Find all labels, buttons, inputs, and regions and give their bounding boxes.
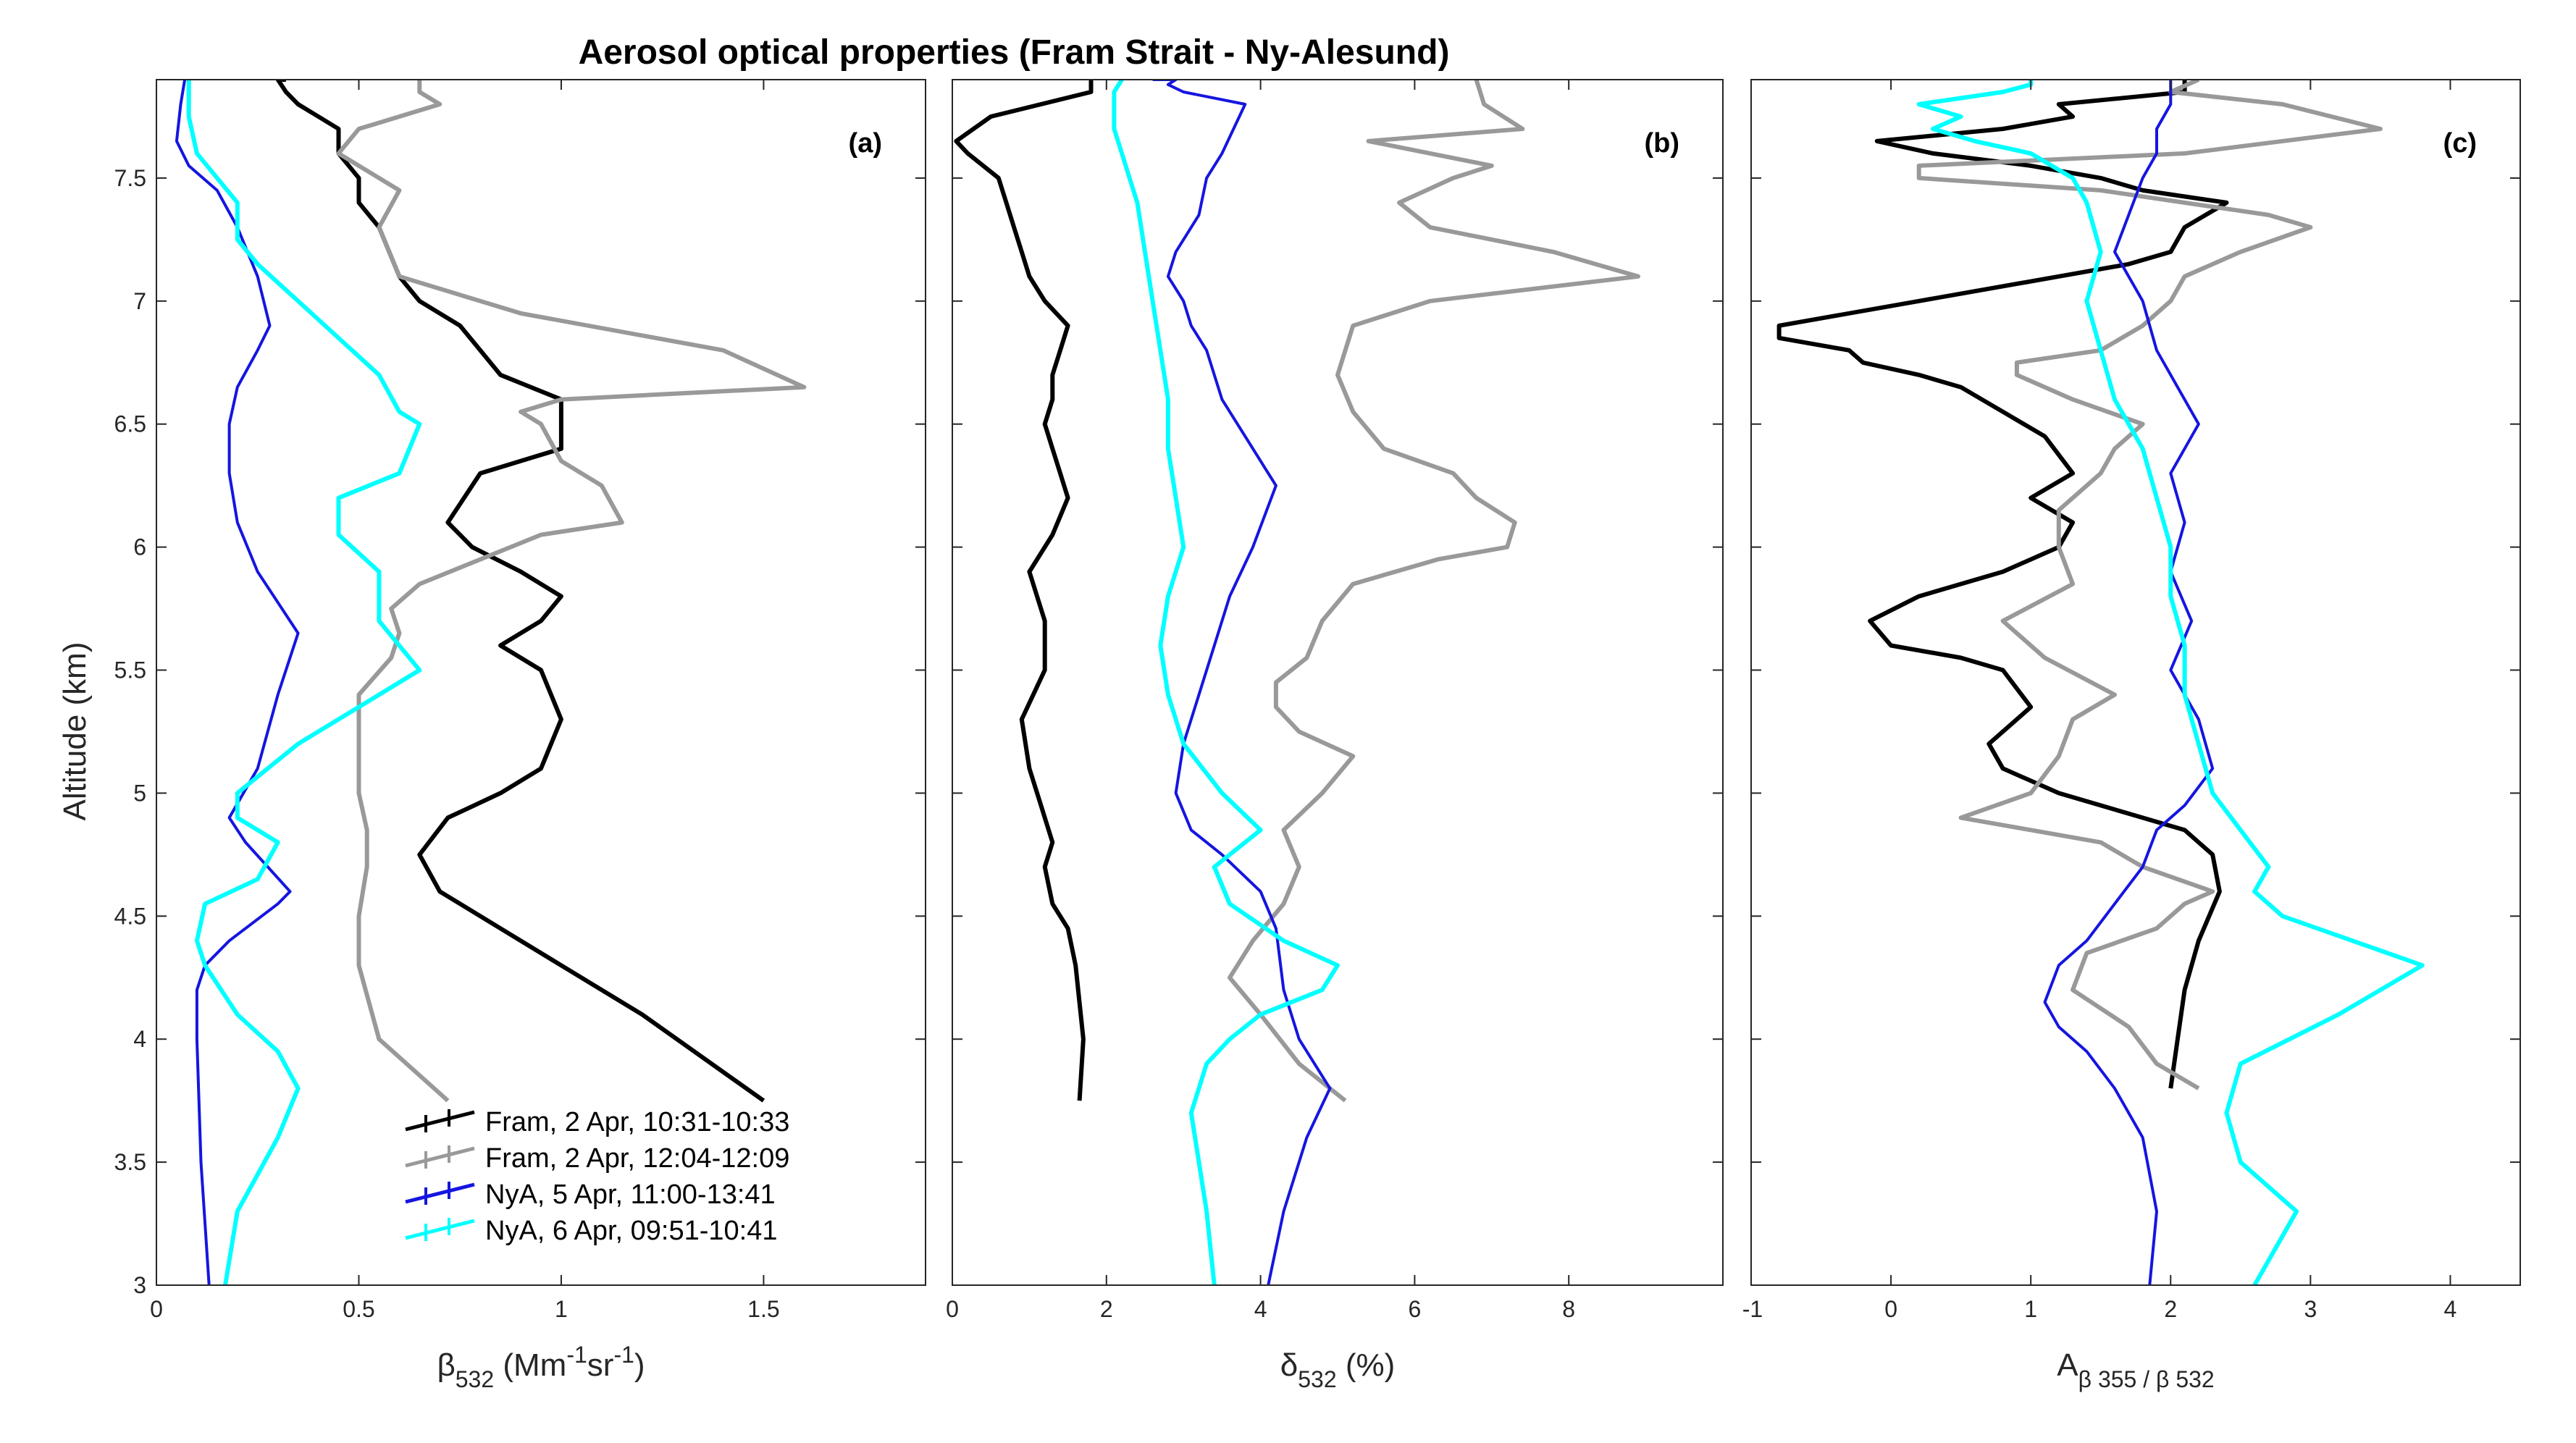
x-tick-label: 1.5 — [747, 1296, 779, 1322]
x-axis-label-part: δ — [1280, 1347, 1299, 1383]
series-line-1 — [275, 80, 765, 1103]
panel-background — [156, 80, 926, 1285]
legend-swatch-1 — [405, 1110, 475, 1132]
x-axis-label-part: 532 — [456, 1366, 494, 1392]
x-tick-label: 2 — [2164, 1296, 2177, 1322]
x-axis-label: β532 (Mm-1sr-1) — [437, 1342, 645, 1392]
x-axis-label-part: ) — [634, 1347, 645, 1383]
series-line-2 — [336, 80, 807, 1103]
series-line-4 — [1112, 80, 1340, 1285]
x-tick-label: 0 — [1884, 1296, 1897, 1322]
panel-background — [952, 80, 1723, 1285]
x-axis-label: Aβ 355 / β 532 — [2057, 1347, 2214, 1392]
panel-b: 0 2 4 6 8 (b) δ532 (%) — [946, 79, 1724, 1392]
y-axis-label: Altitude (km) — [57, 642, 93, 821]
series-line-4 — [1916, 80, 2425, 1285]
x-axis-label-part: β 355 / β 532 — [2078, 1366, 2215, 1392]
legend-swatch-4 — [405, 1219, 475, 1240]
y-tick-label: 4 — [133, 1026, 146, 1052]
x-axis-label-part: (%) — [1337, 1347, 1396, 1383]
x-tick-label: 2 — [1100, 1296, 1113, 1322]
y-tick-label: 5.5 — [114, 657, 146, 683]
x-tick-label: 3 — [2304, 1296, 2317, 1322]
panels: 0 0.5 1 1.533.544.555.566.577.5(a)β532 (Mm-… — [114, 79, 2521, 1392]
x-axis-label-part: -1 — [613, 1342, 634, 1368]
y-tick-label: 7 — [133, 288, 146, 314]
legend-label-2: Fram, 2 Apr, 12:04-12:09 — [485, 1143, 789, 1174]
x-tick-label: 0 — [946, 1296, 959, 1322]
x-axis-label-part: -1 — [566, 1342, 587, 1368]
series-line-3 — [1152, 80, 1332, 1285]
x-axis-label-part: sr — [587, 1347, 614, 1383]
y-tick-label: 6 — [133, 534, 146, 560]
y-tick-label: 3.5 — [114, 1149, 146, 1175]
x-axis-label-part: 532 — [1298, 1366, 1336, 1392]
x-tick-label: -1 — [1742, 1296, 1763, 1322]
x-tick-label: 4 — [1254, 1296, 1267, 1322]
y-tick-label: 5 — [133, 780, 146, 806]
panel-frame — [1750, 79, 2521, 1286]
series-line-3 — [2043, 80, 2215, 1285]
y-tick-label: 6.5 — [114, 411, 146, 437]
x-tick-label: 0.5 — [343, 1296, 374, 1322]
panel-label: (c) — [2443, 128, 2477, 159]
y-tick-label: 7.5 — [114, 165, 146, 191]
legend-label-3: NyA, 5 Apr, 11:00-13:41 — [485, 1179, 776, 1210]
series-line-3 — [175, 80, 300, 1285]
x-axis-label-part: A — [2057, 1347, 2078, 1383]
panel-label: (a) — [849, 128, 882, 159]
legend-swatch-2 — [405, 1146, 475, 1168]
series-line-1 — [954, 80, 1094, 1101]
series-line-2 — [1916, 80, 2383, 1090]
legend-label-4: NyA, 6 Apr, 09:51-10:41 — [485, 1216, 778, 1246]
panel-c: 0 1 2 3 4 -1 (c) Aβ 355 / β 532 — [1742, 79, 2521, 1392]
legend-label-1: Fram, 2 Apr, 10:31-10:33 — [485, 1107, 789, 1137]
panel-background — [1751, 80, 2520, 1285]
panel-frame — [952, 79, 1724, 1286]
panel-label: (b) — [1644, 128, 1679, 159]
y-tick-label: 3 — [133, 1272, 146, 1298]
x-axis-label: δ532 (%) — [1280, 1347, 1396, 1392]
x-tick-label: 1 — [555, 1296, 568, 1322]
x-tick-label: 0 — [150, 1296, 163, 1322]
panel-frame — [156, 79, 926, 1286]
legend-swatch-3 — [405, 1182, 475, 1204]
chart-title: Aerosol optical properties (Fram Strait … — [579, 33, 1450, 72]
panel-a: 0 0.5 1 1.533.544.555.566.577.5(a)β532 (Mm-… — [114, 79, 926, 1392]
y-tick-label: 4.5 — [114, 903, 146, 929]
x-tick-label: 1 — [2024, 1296, 2037, 1322]
legend: Fram, 2 Apr, 10:31-10:33 Fram, 2 Apr, 12:… — [405, 1107, 789, 1246]
x-tick-label: 4 — [2444, 1296, 2457, 1322]
x-tick-label: 8 — [1562, 1296, 1575, 1322]
x-axis-label-part: β — [437, 1347, 455, 1383]
series-line-2 — [1228, 80, 1640, 1103]
x-axis-label-part: (Mm — [494, 1347, 566, 1383]
x-tick-label: 6 — [1409, 1296, 1422, 1322]
series-line-4 — [186, 80, 422, 1285]
